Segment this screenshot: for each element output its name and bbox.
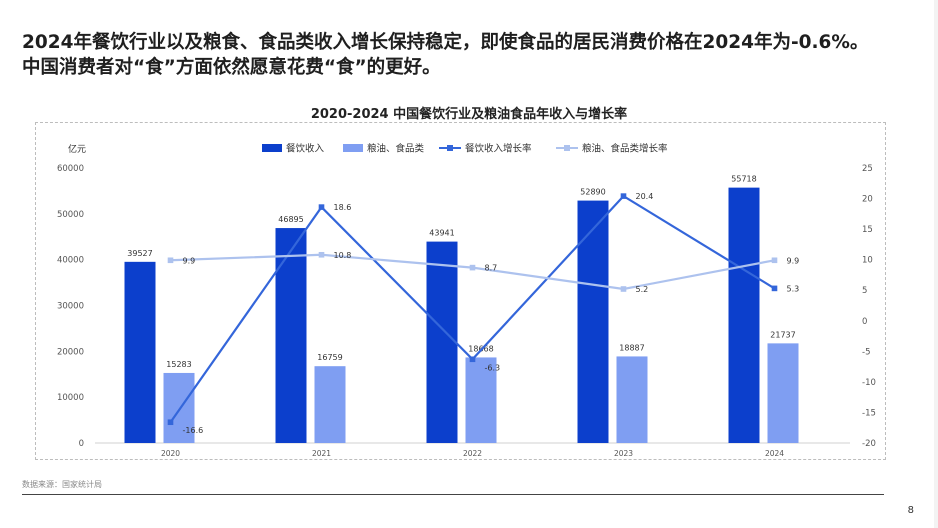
y-tick-label: 40000 [57, 256, 84, 266]
line-marker [318, 251, 325, 258]
bar-value-label: 15283 [166, 360, 191, 369]
legend-swatch-bar [262, 144, 282, 152]
x-tick-label: 2024 [765, 449, 784, 458]
y2-tick-label: 5 [862, 286, 867, 296]
right-edge-strip [934, 0, 938, 528]
line-marker [469, 356, 476, 363]
line-value-label: -16.6 [183, 426, 204, 435]
line-marker [771, 285, 778, 292]
y-tick-label: 10000 [57, 393, 84, 403]
line-marker [318, 204, 325, 210]
bar-grain [465, 357, 497, 443]
line-marker [167, 419, 174, 426]
bar-value-label: 43941 [429, 229, 454, 238]
bar-grain [314, 366, 346, 443]
bar-value-label: 46895 [278, 215, 303, 224]
headline-line-2: 中国消费者对“食”方面依然愿意花费“食”的更好。 [22, 57, 441, 78]
y2-tick-label: -20 [862, 439, 876, 449]
line-value-label: 10.8 [334, 251, 352, 260]
legend-swatch-marker [564, 145, 570, 151]
bar-catering [728, 187, 760, 443]
line-marker [167, 257, 174, 264]
bar-grain [616, 356, 648, 443]
bar-value-label: 52890 [580, 188, 605, 197]
y-tick-label: 30000 [57, 302, 84, 312]
bar-grain [767, 343, 799, 443]
line-marker [469, 264, 476, 271]
legend-swatch-marker [447, 145, 453, 151]
y2-tick-label: -10 [862, 378, 876, 388]
bar-catering [124, 261, 156, 443]
legend-label: 餐饮收入 [286, 143, 325, 155]
headline-line-1: 2024年餐饮行业以及粮食、食品类收入增长保持稳定，即使食品的居民消费价格在20… [22, 32, 869, 53]
y2-tick-label: 10 [862, 256, 873, 266]
line-marker [771, 257, 778, 264]
chart-title: 2020-2024 中国餐饮行业及粮油食品年收入与增长率 [310, 107, 628, 122]
y2-tick-label: -5 [862, 347, 870, 357]
x-tick-label: 2021 [312, 449, 331, 458]
y-axis-unit-label: 亿元 [68, 143, 86, 155]
line-value-label: 9.9 [183, 256, 196, 265]
data-source: 数据来源：国家统计局 [22, 480, 102, 489]
y-tick-label: 60000 [57, 164, 84, 174]
bar-catering [577, 200, 609, 443]
legend-swatch-bar [343, 144, 363, 152]
y-tick-label: 20000 [57, 347, 84, 357]
bar-catering [426, 241, 458, 443]
combo-chart: 0 10000 20000 30000 40000 50000 60000 亿元 -20 -15 -… [57, 143, 876, 459]
bar-catering [275, 228, 307, 443]
line-value-label: 5.3 [787, 284, 800, 293]
bar-value-label: 16759 [317, 353, 342, 362]
x-tick-label: 2022 [463, 449, 482, 458]
y-tick-label: 0 [79, 439, 84, 449]
line-value-label: 5.2 [636, 285, 649, 294]
bar-value-label: 39527 [127, 249, 152, 258]
y2-tick-label: 25 [862, 164, 873, 174]
page-number: 8 [907, 505, 914, 516]
chart-frame [35, 122, 886, 460]
line-value-label: 9.9 [787, 256, 800, 265]
y2-tick-label: 0 [862, 317, 867, 327]
bar-value-label: 21737 [770, 330, 795, 339]
line-value-label: 20.4 [636, 192, 654, 201]
y-tick-label: 50000 [57, 210, 84, 220]
headline: 2024年餐饮行业以及粮食、食品类收入增长保持稳定，即使食品的居民消费价格在20… [22, 30, 922, 80]
y2-tick-label: -15 [862, 408, 876, 418]
y2-tick-label: 15 [862, 225, 873, 235]
x-tick-label: 2020 [161, 449, 180, 458]
legend-label: 粮油、食品类 [367, 143, 425, 155]
legend-label: 餐饮收入增长率 [465, 143, 532, 155]
bar-value-label: 18887 [619, 343, 644, 352]
legend-label: 粮油、食品类增长率 [582, 143, 668, 155]
y2-tick-label: 20 [862, 195, 873, 205]
line-marker [620, 193, 627, 199]
line-value-label: -6.3 [485, 363, 501, 372]
bar-value-label: 55718 [731, 175, 756, 184]
line-value-label: 18.6 [334, 203, 352, 212]
line-marker [620, 286, 627, 292]
bottom-divider [22, 494, 884, 495]
x-tick-label: 2023 [614, 449, 633, 458]
line-value-label: 8.7 [485, 264, 498, 273]
bar-grain [163, 372, 195, 443]
line-grain-growth [170, 253, 775, 291]
